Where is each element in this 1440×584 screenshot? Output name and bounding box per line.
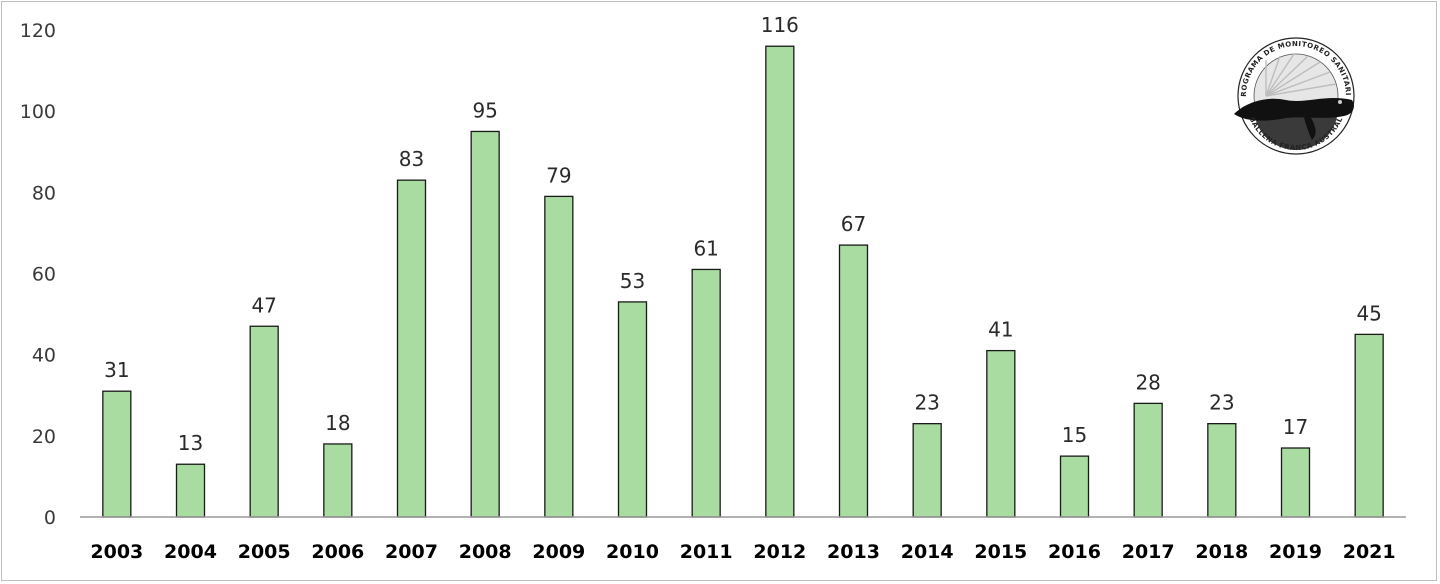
x-tick-label: 2003 xyxy=(90,541,143,563)
bar xyxy=(838,244,869,518)
data-label: 79 xyxy=(546,163,571,187)
x-tick-label: 2016 xyxy=(1048,541,1101,563)
x-tick-label: 2021 xyxy=(1343,541,1396,563)
x-tick-label: 2014 xyxy=(901,541,954,563)
bar xyxy=(175,463,206,518)
bar xyxy=(396,179,427,518)
x-tick-label: 2009 xyxy=(532,541,585,563)
y-tick-label: 60 xyxy=(32,264,56,286)
x-tick-label: 2011 xyxy=(680,541,733,563)
x-tick-label: 2010 xyxy=(606,541,659,563)
x-tick-label: 2013 xyxy=(827,541,880,563)
data-label: 53 xyxy=(620,269,645,293)
bar xyxy=(323,443,353,518)
y-tick-label: 100 xyxy=(20,101,56,123)
x-tick-label: 2017 xyxy=(1122,541,1175,563)
x-tick-label: 2018 xyxy=(1195,541,1248,563)
data-label: 17 xyxy=(1283,415,1308,439)
data-label: 13 xyxy=(178,431,203,455)
x-tick-label: 2012 xyxy=(753,541,806,563)
bar xyxy=(1280,447,1311,518)
x-tick-label: 2007 xyxy=(385,541,438,563)
whale-logo-icon: PROGRAMA DE MONITOREO SANITARIO BALLENA … xyxy=(1234,37,1355,155)
bar xyxy=(617,301,648,518)
data-label: 28 xyxy=(1135,370,1160,394)
data-label: 45 xyxy=(1356,301,1381,325)
data-label: 67 xyxy=(841,212,866,236)
y-tick-label: 40 xyxy=(32,345,56,367)
bar xyxy=(986,349,1016,518)
y-tick-label: 120 xyxy=(20,20,56,42)
bar xyxy=(912,423,942,518)
bar xyxy=(1354,333,1384,518)
bar xyxy=(102,390,132,518)
data-label: 41 xyxy=(988,318,1013,342)
data-label: 31 xyxy=(104,358,129,382)
x-tick-label: 2006 xyxy=(311,541,364,563)
bar xyxy=(1207,423,1237,518)
y-tick-label: 0 xyxy=(44,507,56,529)
bar xyxy=(765,45,795,518)
data-label: 116 xyxy=(761,13,799,37)
data-label: 15 xyxy=(1062,423,1087,447)
data-labels: 31 13 47 18 83 95 79 53 61 116 67 23 41 15 28 23 17 45 xyxy=(104,13,1382,455)
bar xyxy=(470,130,500,518)
bar xyxy=(249,325,279,518)
bar xyxy=(691,268,721,518)
x-tick-label: 2005 xyxy=(238,541,291,563)
x-tick-label: 2019 xyxy=(1269,541,1322,563)
y-axis: 0 20 40 60 80 100 120 xyxy=(20,20,56,529)
bar xyxy=(1133,402,1163,518)
data-label: 95 xyxy=(472,98,497,122)
x-tick-label: 2004 xyxy=(164,541,217,563)
y-tick-label: 80 xyxy=(32,182,56,204)
bars xyxy=(102,45,1384,518)
data-label: 18 xyxy=(325,411,350,435)
x-axis: 2003 2004 2005 2006 2007 2008 2009 2010 2011 2012… xyxy=(80,516,1406,563)
data-label: 47 xyxy=(251,293,276,317)
bar xyxy=(544,195,574,518)
data-label: 23 xyxy=(1209,391,1234,415)
x-tick-label: 2008 xyxy=(459,541,512,563)
data-label: 61 xyxy=(693,236,718,260)
data-label: 83 xyxy=(399,147,424,171)
y-tick-label: 20 xyxy=(32,426,56,448)
bar xyxy=(1059,455,1090,518)
x-tick-label: 2015 xyxy=(974,541,1027,563)
data-label: 23 xyxy=(914,391,939,415)
